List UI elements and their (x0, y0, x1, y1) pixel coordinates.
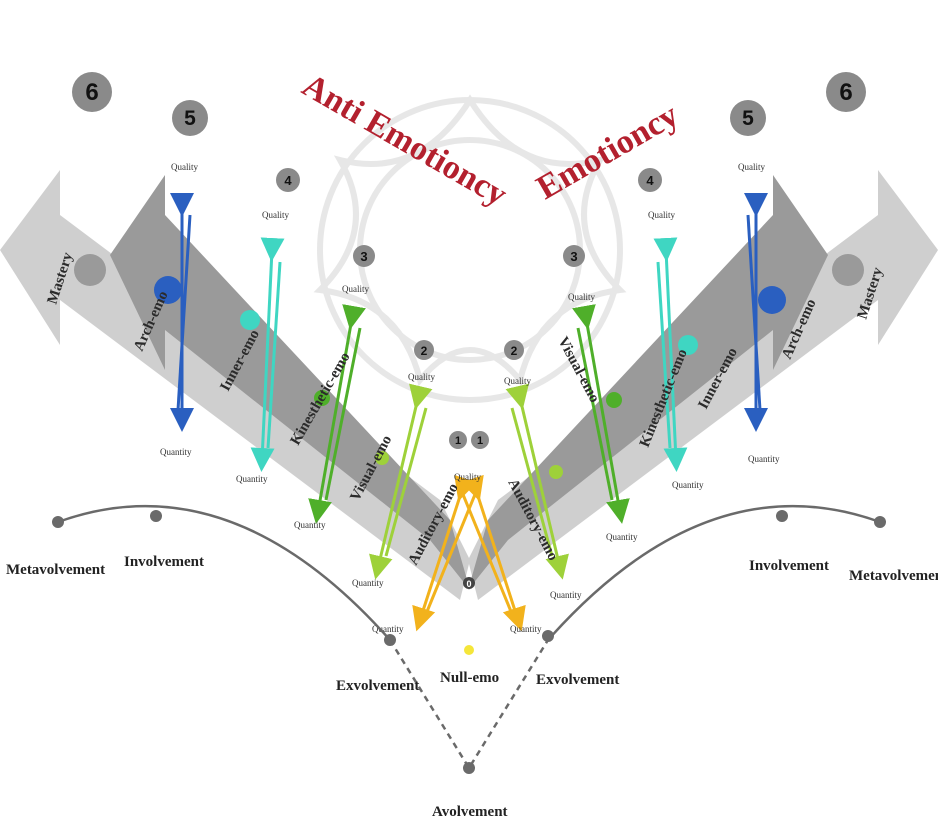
stage-6-left: 6 (85, 79, 98, 106)
stage-5-left: 5 (184, 107, 196, 130)
volvement-curve (58, 506, 880, 768)
quality-label: Quality (454, 472, 481, 482)
metavolvement-label-right: Metavolvement (849, 568, 938, 584)
quantity-label: Quantity (748, 454, 780, 464)
quality-label: Quality (171, 162, 198, 172)
quality-label: Quality (504, 376, 531, 386)
inner-dot-left (240, 310, 260, 330)
stage-3-right: 3 (570, 249, 577, 264)
quality-label: Quality (648, 210, 675, 220)
quality-label: Quality (342, 284, 369, 294)
kinesthetic-dot-right (606, 392, 622, 408)
mastery-dot-right (832, 254, 864, 286)
null-emo-dot (464, 645, 474, 655)
stage-6-right: 6 (839, 79, 852, 106)
stage-1-left: 1 (455, 435, 461, 447)
stage-3-left: 3 (360, 249, 367, 264)
exvolvement-label-left: Exvolvement (336, 678, 419, 694)
quality-label: Quality (408, 372, 435, 382)
null-emo-label: Null-emo (440, 670, 499, 686)
stage-1-right: 1 (477, 435, 483, 447)
volvement-points (52, 510, 886, 774)
quantity-label: Quantity (672, 480, 704, 490)
quantity-label: Quantity (160, 447, 192, 457)
stage-2-right: 2 (511, 344, 518, 358)
metavolvement-label-left: Metavolvement (6, 562, 105, 578)
visual-dot-right (549, 465, 563, 479)
avolvement-label: Avolvement (432, 804, 508, 820)
quality-quantity-arrows (178, 205, 760, 620)
exvolvement-label-right: Exvolvement (536, 672, 619, 688)
mastery-dot-left (74, 254, 106, 286)
stage-4-left: 4 (284, 173, 292, 188)
quantity-label: Quantity (236, 474, 268, 484)
stage-4-right: 4 (646, 173, 654, 188)
quantity-label: Quantity (510, 624, 542, 634)
quantity-label: Quantity (550, 590, 582, 600)
quality-label: Quality (738, 162, 765, 172)
quality-label: Quality (262, 210, 289, 220)
involvement-label-left: Involvement (124, 554, 204, 570)
stage-5-right: 5 (742, 107, 754, 130)
quantity-label: Quantity (352, 578, 384, 588)
arch-dot-right (758, 286, 786, 314)
quality-label: Quality (568, 292, 595, 302)
quantity-label: Quantity (606, 532, 638, 542)
stage-2-left: 2 (421, 344, 428, 358)
involvement-label-right: Involvement (749, 558, 829, 574)
stage-0: 0 (466, 579, 471, 589)
quantity-label: Quantity (294, 520, 326, 530)
